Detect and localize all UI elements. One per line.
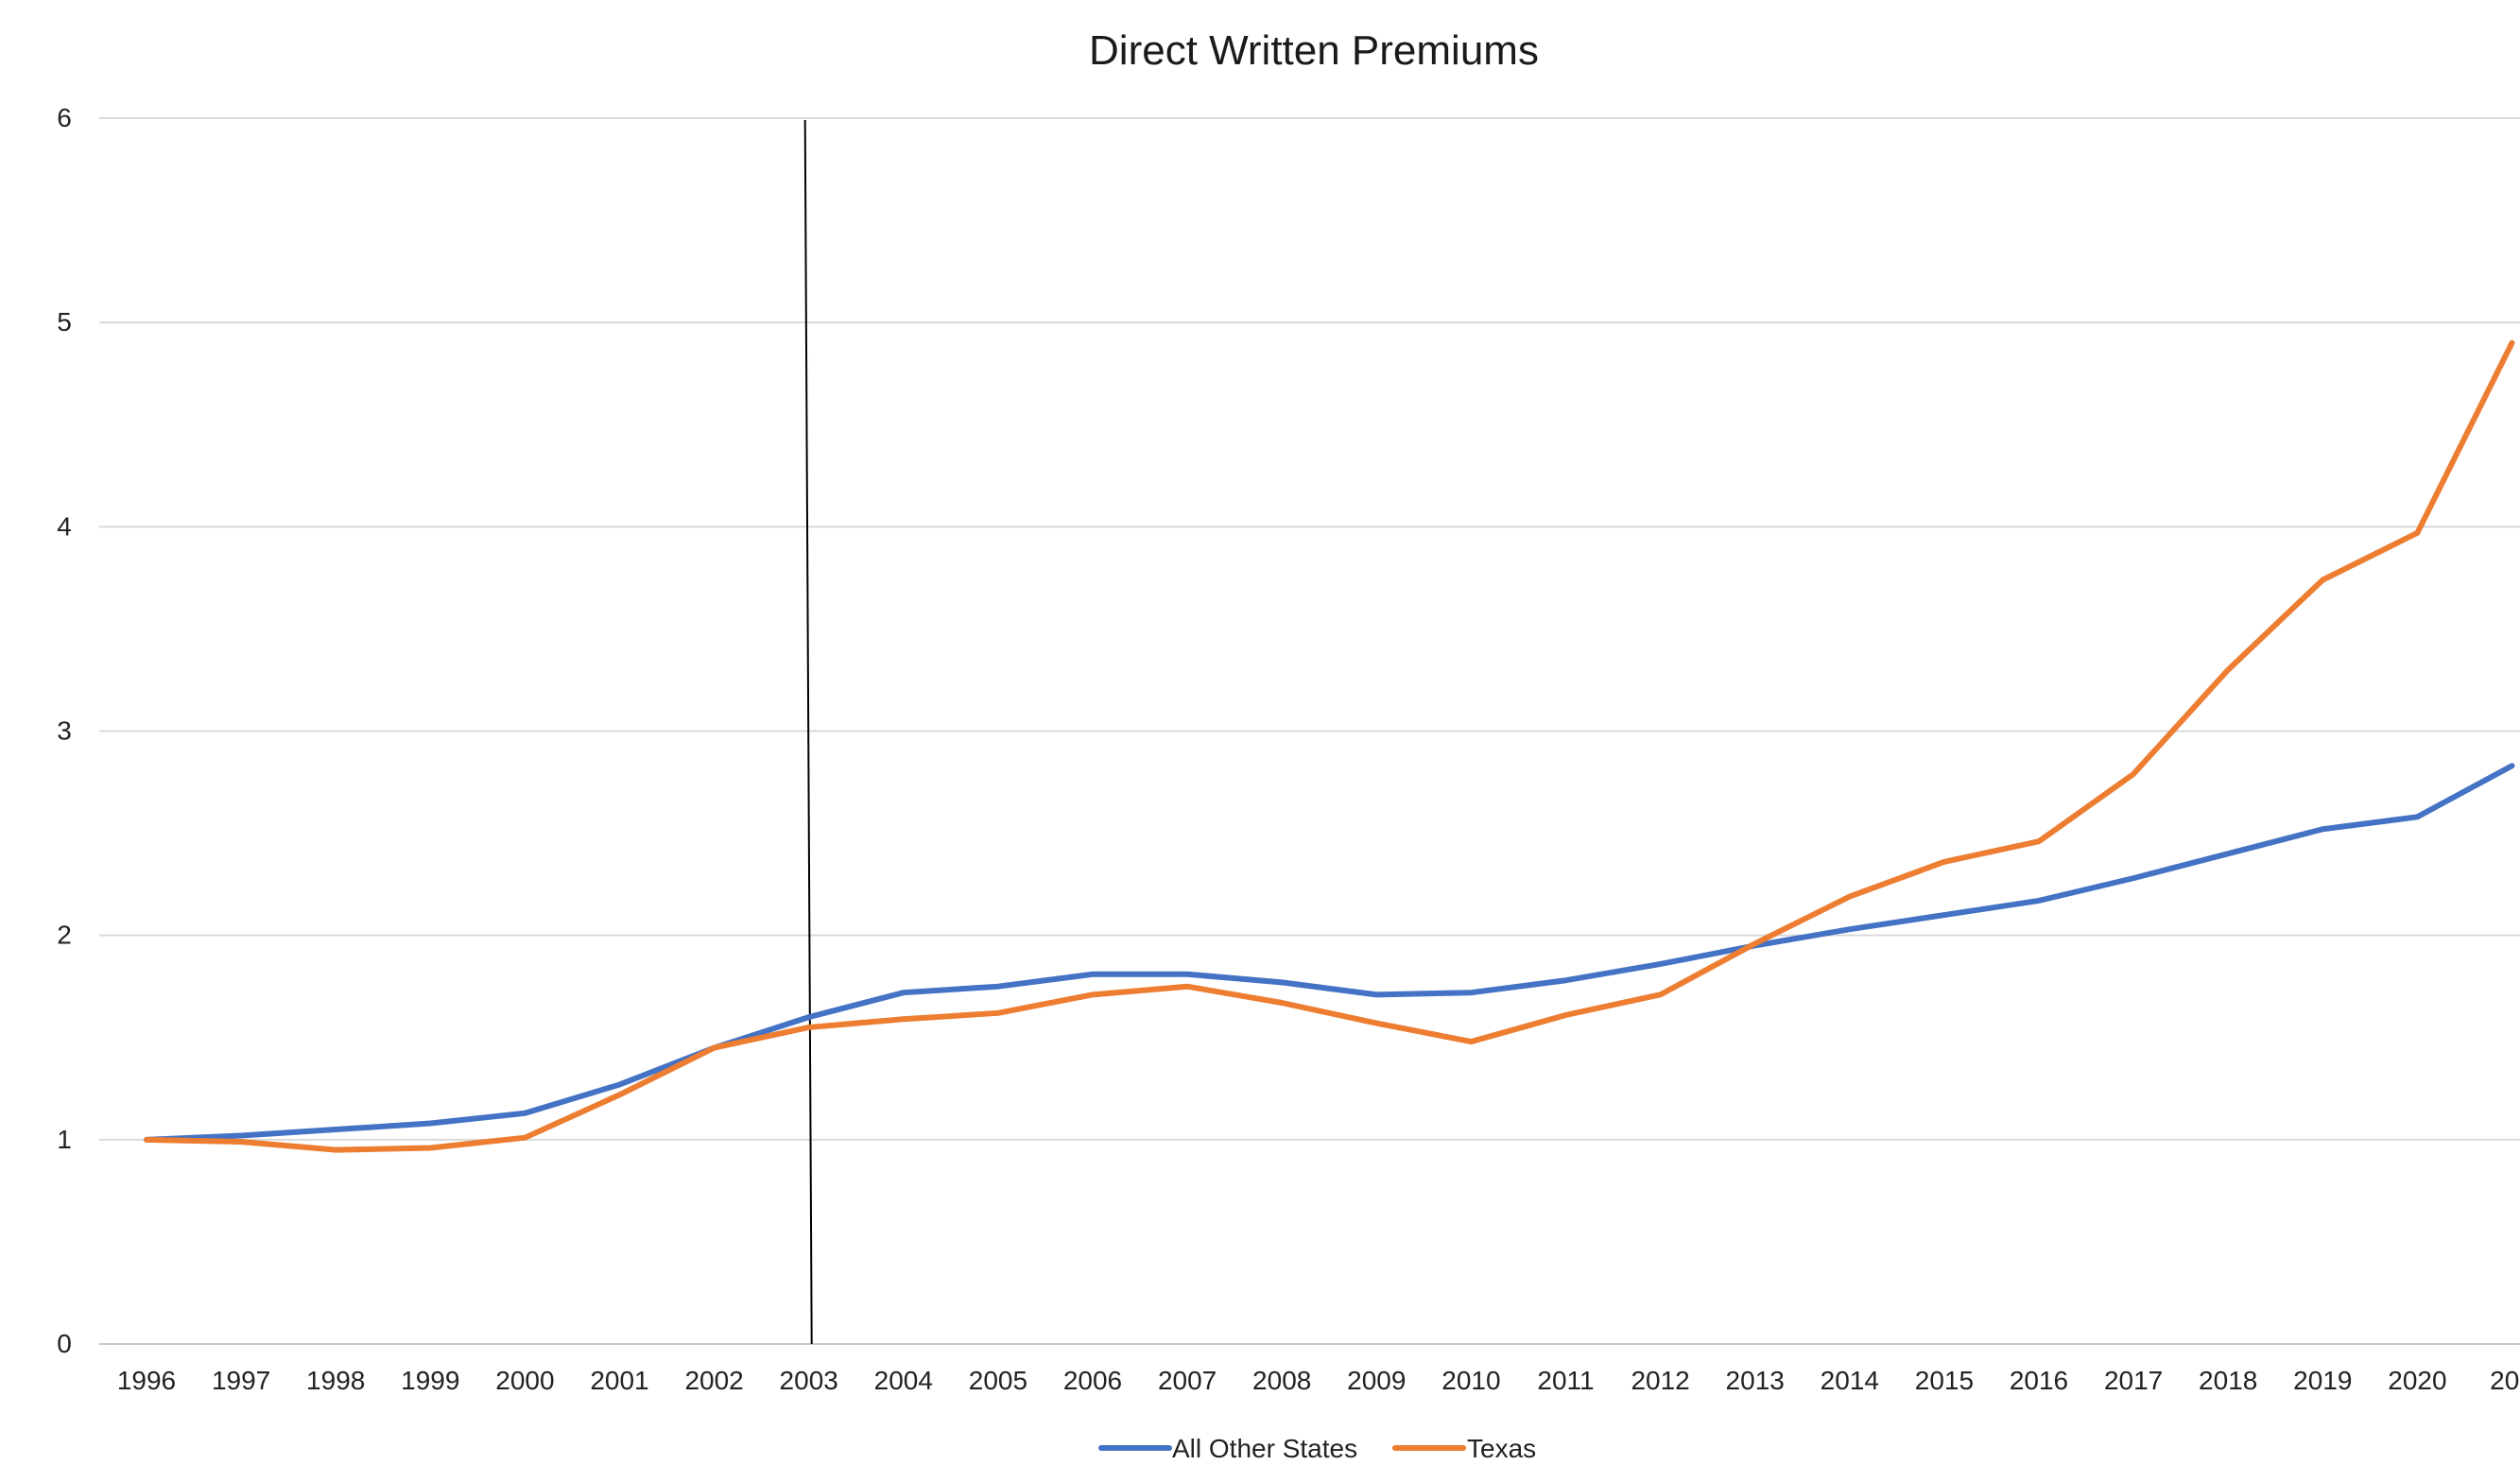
x-tick-label-2016: 2016	[2010, 1366, 2068, 1395]
data-point-texas-2005	[997, 1012, 999, 1014]
x-tick-label-2015: 2015	[1915, 1366, 1974, 1395]
x-tick-label-2000: 2000	[495, 1366, 554, 1395]
data-point-texas-2018	[2227, 669, 2229, 671]
y-tick-label-3: 3	[57, 716, 72, 746]
x-tick-label-2010: 2010	[1441, 1366, 1500, 1395]
x-tick-label-2019: 2019	[2293, 1366, 2352, 1395]
data-point-texas-2017	[2132, 773, 2134, 775]
data-point-all-other-states-2008	[1281, 981, 1283, 983]
x-tick-label-2017: 2017	[2104, 1366, 2163, 1395]
x-tick-label-2020: 2020	[2388, 1366, 2446, 1395]
x-tick-label-2001: 2001	[590, 1366, 648, 1395]
legend: All Other States Texas	[1098, 1434, 1536, 1463]
data-point-texas-2021	[2511, 342, 2512, 344]
data-point-all-other-states-2005	[997, 986, 999, 988]
y-tick-label-2: 2	[57, 921, 72, 950]
x-tick-label-2009: 2009	[1347, 1366, 1406, 1395]
data-point-texas-2009	[1375, 1023, 1377, 1025]
data-point-texas-2004	[903, 1018, 905, 1020]
x-tick-label-2011: 2011	[1537, 1366, 1594, 1395]
data-point-texas-2010	[1470, 1041, 1472, 1043]
x-tick-label-2013: 2013	[1726, 1366, 1785, 1395]
x-tick-label-2004: 2004	[874, 1366, 933, 1395]
data-point-all-other-states-2011	[1565, 979, 1566, 981]
data-point-all-other-states-2017	[2132, 877, 2134, 879]
data-point-texas-2012	[1660, 993, 1662, 995]
data-point-all-other-states-2004	[903, 991, 905, 993]
y-tick-label-4: 4	[57, 511, 72, 541]
y-tick-label-1: 1	[57, 1125, 72, 1154]
data-point-texas-2015	[1943, 861, 1945, 863]
data-point-texas-1997	[240, 1141, 242, 1143]
x-tick-label-2007: 2007	[1158, 1366, 1217, 1395]
series-lines	[144, 339, 2515, 1153]
data-point-all-other-states-2010	[1470, 991, 1472, 993]
data-point-all-other-states-2016	[2038, 900, 2040, 902]
data-point-all-other-states-1998	[335, 1129, 337, 1130]
data-point-texas-2008	[1281, 1002, 1283, 1004]
data-point-all-other-states-2012	[1660, 963, 1662, 965]
x-tick-label-2002: 2002	[684, 1366, 743, 1395]
x-tick-label-2014: 2014	[1821, 1366, 1879, 1395]
x-tick-label-2021: 202	[2490, 1366, 2520, 1395]
annotations	[803, 119, 813, 1345]
data-point-texas-2000	[524, 1137, 526, 1139]
x-tick-label-1996: 1996	[117, 1366, 176, 1395]
data-point-all-other-states-2000	[524, 1112, 526, 1114]
data-point-texas-2014	[1849, 896, 1851, 898]
chart-title: Direct Written Premiums	[1089, 27, 1539, 74]
data-point-all-other-states-2009	[1375, 993, 1377, 995]
data-point-texas-2020	[2416, 532, 2418, 534]
series-line-all-other-states	[144, 763, 2515, 1143]
data-point-all-other-states-2015	[1943, 914, 1945, 916]
legend-label-texas: Texas	[1467, 1434, 1536, 1463]
data-point-texas-2006	[1092, 993, 1094, 995]
data-point-all-other-states-2019	[2322, 828, 2323, 830]
data-point-all-other-states-1997	[240, 1135, 242, 1137]
data-point-all-other-states-2018	[2227, 853, 2229, 854]
x-tick-label-1997: 1997	[212, 1366, 270, 1395]
data-point-texas-2003	[808, 1026, 810, 1028]
y-tick-label-6: 6	[57, 103, 72, 132]
x-tick-label-2006: 2006	[1063, 1366, 1122, 1395]
x-tick-label-2018: 2018	[2199, 1366, 2257, 1395]
data-point-texas-1998	[335, 1149, 337, 1151]
data-point-texas-2001	[619, 1094, 620, 1095]
x-tick-label-2012: 2012	[1631, 1366, 1689, 1395]
vertical-marker-line	[803, 119, 813, 1345]
x-tick-label-2008: 2008	[1252, 1366, 1311, 1395]
gridlines	[99, 117, 2520, 1345]
data-point-all-other-states-1999	[429, 1123, 431, 1125]
y-axis-ticks: 0 1 2 3 4 5 6	[57, 103, 72, 1358]
data-point-all-other-states-2003	[808, 1016, 810, 1018]
data-point-all-other-states-2020	[2416, 816, 2418, 818]
data-point-texas-2007	[1186, 986, 1188, 988]
data-point-texas-1999	[429, 1146, 431, 1148]
data-point-all-other-states-2014	[1849, 928, 1851, 930]
data-point-texas-2011	[1565, 1014, 1566, 1016]
x-tick-label-2005: 2005	[969, 1366, 1027, 1395]
data-point-texas-2019	[2322, 579, 2323, 581]
data-point-texas-2013	[1754, 942, 1756, 944]
y-tick-label-5: 5	[57, 307, 72, 336]
data-point-texas-2002	[714, 1047, 716, 1049]
series-line-texas	[144, 339, 2515, 1153]
x-tick-label-1999: 1999	[401, 1366, 459, 1395]
data-point-texas-2016	[2038, 840, 2040, 842]
y-tick-label-0: 0	[57, 1329, 72, 1358]
legend-label-all-other-states: All Other States	[1172, 1434, 1357, 1463]
x-tick-label-2003: 2003	[780, 1366, 838, 1395]
x-axis-ticks: 1996 1997 1998 1999 2000 2001 2002 2003 2004 2005…	[117, 1366, 2520, 1395]
x-tick-label-1998: 1998	[306, 1366, 365, 1395]
data-point-all-other-states-2001	[619, 1083, 620, 1085]
data-point-all-other-states-2021	[2511, 765, 2512, 767]
